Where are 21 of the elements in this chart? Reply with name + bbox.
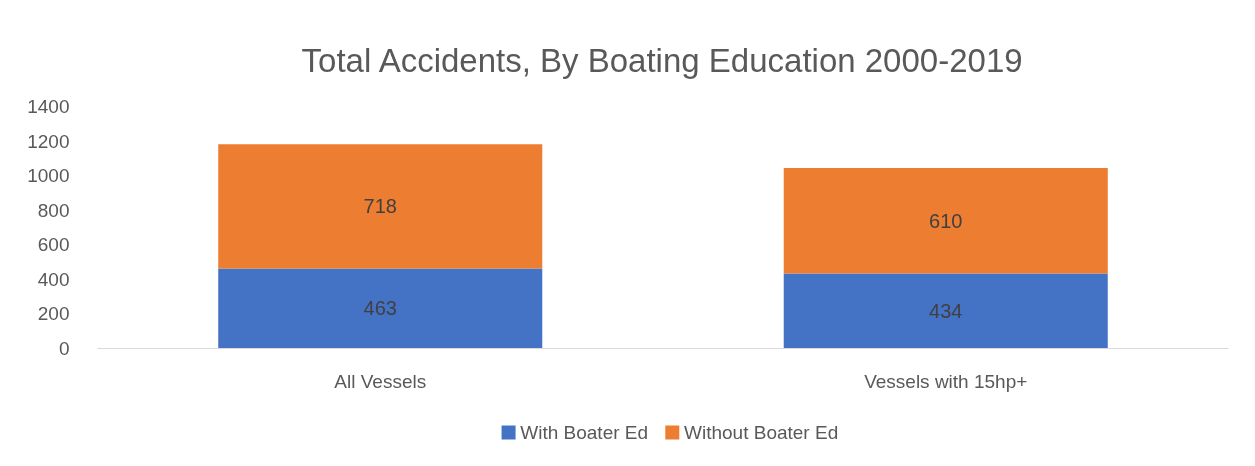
data-label: 463	[363, 297, 397, 320]
y-tick-label: 600	[37, 234, 70, 256]
x-tick-label: All Vessels	[334, 370, 427, 392]
y-tick-label: 400	[37, 268, 70, 290]
data-label: 718	[363, 195, 397, 218]
data-label: 434	[929, 299, 963, 322]
y-tick-label: 200	[37, 303, 70, 325]
legend-label: With Boater Ed	[520, 422, 649, 443]
bar	[783, 273, 1108, 349]
legend-label: Without Boater Ed	[684, 422, 839, 443]
bar	[218, 268, 543, 349]
chart-title: Total Accidents, By Boating Education 2000-2019	[301, 41, 1023, 79]
bar	[783, 168, 1108, 274]
y-tick-label: 800	[37, 199, 70, 221]
bar	[218, 144, 543, 269]
y-tick-label: 1400	[27, 96, 70, 117]
y-tick-label: 1000	[27, 165, 70, 187]
y-tick-label: 1200	[27, 130, 70, 152]
data-label: 610	[929, 209, 963, 232]
x-tick-label: Vessels with 15hp+	[864, 370, 1028, 392]
y-tick-label: 0	[58, 338, 70, 359]
